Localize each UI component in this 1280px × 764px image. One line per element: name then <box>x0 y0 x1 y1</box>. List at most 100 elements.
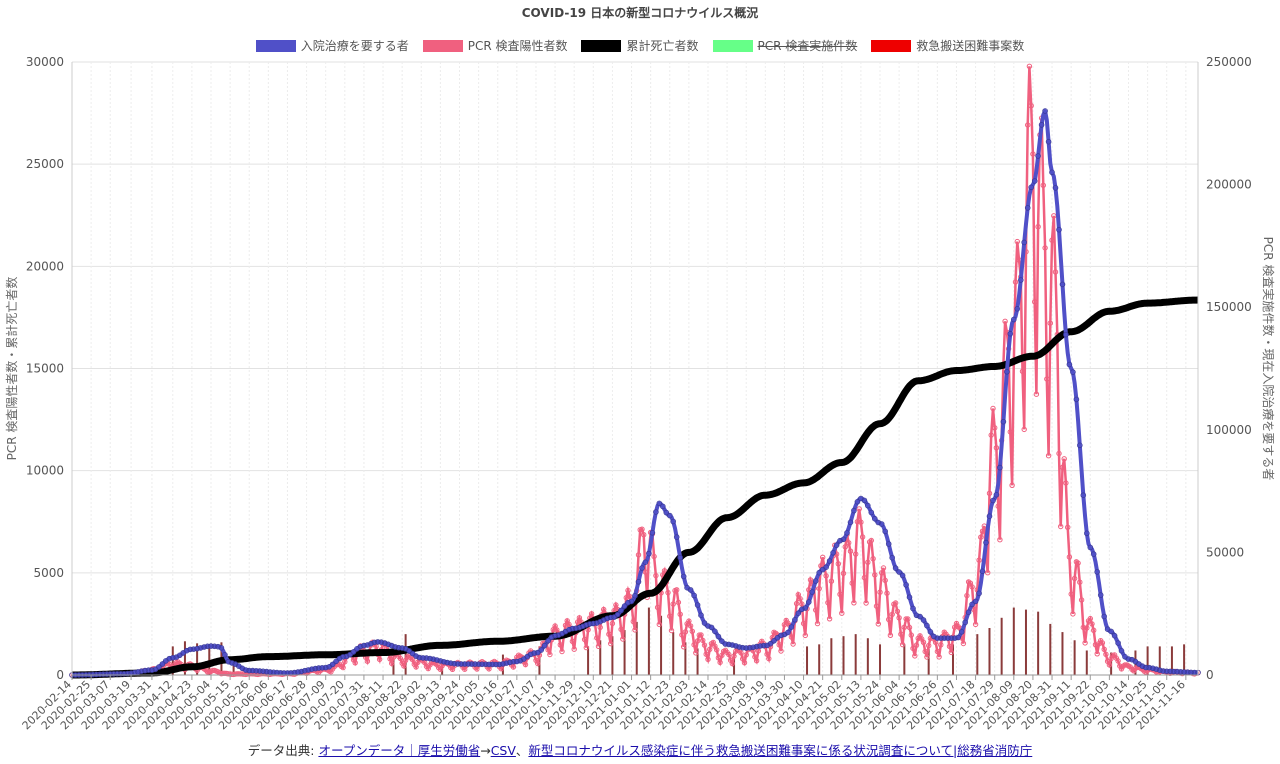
positive-point <box>825 599 831 606</box>
source-link-fdma[interactable]: 新型コロナウイルス感染症に伴う救急搬送困難事案に係る状況調査について|総務省消防… <box>528 743 1033 758</box>
hospitalized-point <box>586 621 593 627</box>
positive-point <box>668 627 675 634</box>
hospitalized-point <box>670 518 676 525</box>
hospitalized-point <box>100 671 107 677</box>
positive-point <box>1065 524 1071 530</box>
hospitalized-point <box>566 626 572 633</box>
hospitalized-point <box>753 643 760 650</box>
hospitalized-point <box>816 569 822 576</box>
positive-point <box>562 622 569 628</box>
positive-point <box>908 632 914 638</box>
positive-point <box>1047 320 1054 326</box>
legend-item-deaths[interactable]: 累計死亡者数 <box>581 37 699 54</box>
hospitalized-point <box>513 658 520 665</box>
y-left-tick-label: 10000 <box>26 464 64 478</box>
hospitalized-point <box>830 549 836 556</box>
hospitalized-point <box>319 664 326 671</box>
positive-point <box>880 565 887 571</box>
hospitalized-point <box>1084 530 1090 537</box>
series-line-deaths <box>70 296 1200 679</box>
source-prefix: データ出典: <box>247 743 315 758</box>
hospitalized-point <box>847 519 854 526</box>
legend-item-positive[interactable]: PCR 検査陽性者数 <box>422 37 568 54</box>
source-link-mhlw[interactable]: オープンデータ｜厚生労働省 <box>318 743 481 758</box>
ambulance-bar <box>1183 644 1186 675</box>
hospitalized-point <box>1090 551 1097 557</box>
positive-point <box>946 643 953 649</box>
legend-item-ambulance[interactable]: 救急搬送困難事案数 <box>871 37 1024 54</box>
hospitalized-point <box>997 464 1003 471</box>
hospitalized-point <box>993 491 1000 498</box>
source-link-csv[interactable]: CSV <box>490 743 516 758</box>
legend-label: PCR 検査陽性者数 <box>467 39 568 53</box>
source-line: データ出典: オープンデータ｜厚生労働省→CSV、新型コロナウイルス感染症に伴う… <box>0 740 1280 759</box>
positive-point <box>797 596 803 602</box>
positive-point <box>856 506 862 512</box>
positive-point <box>389 660 395 667</box>
hospitalized-point <box>1004 368 1010 375</box>
hospitalized-point <box>625 599 631 606</box>
positive-point <box>849 580 855 586</box>
positive-point <box>726 651 732 658</box>
ambulance-bar <box>404 634 407 675</box>
hospitalized-point <box>1021 239 1027 246</box>
hospitalized-point <box>110 671 117 677</box>
hospitalized-point <box>201 644 207 650</box>
hospitalized-point <box>1111 632 1118 639</box>
hospitalized-point <box>170 654 176 661</box>
hospitalized-point <box>906 594 913 600</box>
positive-point <box>884 590 890 596</box>
hospitalized-point <box>194 645 200 652</box>
hospitalized-point <box>121 670 127 677</box>
positive-point <box>731 653 737 659</box>
hospitalized-point <box>937 635 944 641</box>
hospitalized-point <box>621 603 628 609</box>
hospitalized-point <box>746 644 753 651</box>
legend-item-hospitalized[interactable]: 入院治療を要する者 <box>255 37 409 54</box>
hospitalized-point <box>1108 628 1114 635</box>
ambulance-bar <box>927 648 930 675</box>
positive-point <box>840 570 847 577</box>
legend-item-tests[interactable]: PCR 検査実施件数 <box>712 37 857 54</box>
hospitalized-point <box>649 529 656 536</box>
positive-point <box>654 604 661 611</box>
chart-legend: 入院治療を要する者 PCR 検査陽性者数 累計死亡者数 PCR 検査実施件数 救… <box>0 37 1280 54</box>
ambulance-bar <box>611 636 614 675</box>
hospitalized-point <box>1028 184 1034 191</box>
hospitalized-point <box>156 664 162 670</box>
ambulance-bar <box>1073 640 1076 675</box>
hospitalized-point <box>104 671 110 677</box>
hospitalized-point <box>399 645 406 651</box>
hospitalized-point <box>986 513 993 519</box>
hospitalized-point <box>538 647 544 653</box>
hospitalized-point <box>851 507 857 514</box>
hospitalized-point <box>468 661 475 667</box>
hospitalized-point <box>218 645 225 651</box>
positive-point <box>401 663 407 669</box>
hospitalized-point <box>343 653 350 660</box>
positive-point <box>948 649 954 656</box>
hospitalized-point <box>222 651 228 658</box>
positive-point <box>632 627 638 633</box>
positive-point <box>997 537 1003 543</box>
positive-point <box>788 634 795 640</box>
positive-point <box>924 654 930 660</box>
hospitalized-point <box>322 664 329 671</box>
y-right-tick-label: 100000 <box>1206 423 1252 437</box>
hospitalized-point <box>778 632 784 639</box>
positive-point <box>738 650 744 656</box>
positive-point <box>583 644 589 651</box>
ambulance-bar <box>623 630 626 675</box>
ambulance-bar <box>854 634 857 675</box>
hospitalized-point <box>1115 640 1121 646</box>
hospitalized-point <box>864 502 871 509</box>
hospitalized-point <box>368 640 374 647</box>
positive-point <box>892 600 899 606</box>
hospitalized-point <box>350 649 357 655</box>
hospitalized-point <box>315 665 322 671</box>
hospitalized-point <box>413 653 419 659</box>
hospitalized-point <box>378 639 385 645</box>
hospitalized-point <box>948 635 955 641</box>
positive-point <box>1070 611 1076 617</box>
hospitalized-point <box>1007 330 1014 337</box>
